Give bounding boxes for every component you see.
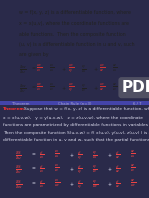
Text: $\frac{\partial z}{\partial u}$: $\frac{\partial z}{\partial u}$ <box>112 63 118 74</box>
Text: $\frac{\partial S}{\partial u}$: $\frac{\partial S}{\partial u}$ <box>15 149 22 162</box>
Text: $\frac{\partial z}{\partial v}$: $\frac{\partial z}{\partial v}$ <box>130 163 135 174</box>
Text: $\frac{\partial x}{\partial v}$: $\frac{\partial x}{\partial v}$ <box>49 82 55 93</box>
Text: $\frac{\partial S}{\partial v}$: $\frac{\partial S}{\partial v}$ <box>15 163 22 176</box>
Text: differentiable function in u, v and w, such that the partial functions are given: differentiable function in u, v and w, s… <box>3 138 149 142</box>
Text: $+$: $+$ <box>61 84 67 92</box>
Text: $\frac{\partial w}{\partial x}$: $\frac{\partial w}{\partial x}$ <box>36 63 43 74</box>
Text: $\frac{\partial w}{\partial z}$: $\frac{\partial w}{\partial z}$ <box>99 82 106 93</box>
Text: $\frac{\partial f}{\partial y}$: $\frac{\partial f}{\partial y}$ <box>77 163 83 176</box>
Text: $\frac{\partial f}{\partial z}$: $\frac{\partial f}{\partial z}$ <box>115 178 120 190</box>
Text: $\frac{\partial f}{\partial z}$: $\frac{\partial f}{\partial z}$ <box>115 149 120 161</box>
Text: $\frac{\partial w}{\partial y}$: $\frac{\partial w}{\partial y}$ <box>68 82 74 94</box>
Text: Theorem.: Theorem. <box>3 108 27 111</box>
Text: $\frac{\partial w}{\partial z}$: $\frac{\partial w}{\partial z}$ <box>99 63 106 74</box>
Text: are given by: are given by <box>19 51 49 57</box>
Text: $=$: $=$ <box>31 65 38 70</box>
Text: functions are parametrized by differentiable functions in variables u, v and w.: functions are parametrized by differenti… <box>3 123 149 127</box>
Text: x = x(u,v,w),   y = y(u,v,w),   z = z(u,v,w), where the coordinate: x = x(u,v,w), y = y(u,v,w), z = z(u,v,w)… <box>3 116 143 120</box>
Text: $\frac{\partial y}{\partial v}$: $\frac{\partial y}{\partial v}$ <box>81 82 87 94</box>
Text: $+$: $+$ <box>69 180 74 188</box>
Text: $+$: $+$ <box>93 84 98 92</box>
Text: $\frac{\partial f}{\partial x}$: $\frac{\partial f}{\partial x}$ <box>39 163 44 175</box>
Text: able functions.  Then the composite function: able functions. Then the composite funct… <box>19 32 126 37</box>
Text: $+$: $+$ <box>93 65 98 73</box>
Text: $+$: $+$ <box>107 180 113 188</box>
Text: $\frac{\partial z}{\partial v}$: $\frac{\partial z}{\partial v}$ <box>112 82 118 93</box>
Text: $\frac{\partial x}{\partial u}$: $\frac{\partial x}{\partial u}$ <box>49 63 55 74</box>
Text: $\frac{\partial w}{\partial x}$: $\frac{\partial w}{\partial x}$ <box>36 82 43 93</box>
Text: $=$: $=$ <box>31 84 38 89</box>
Text: $=$: $=$ <box>31 151 38 156</box>
Text: $\frac{\partial w}{\partial y}$: $\frac{\partial w}{\partial y}$ <box>68 63 74 75</box>
Text: $\frac{\partial y}{\partial u}$: $\frac{\partial y}{\partial u}$ <box>81 63 87 75</box>
Text: $+$: $+$ <box>107 151 113 159</box>
Text: Chain Rule (n=3): Chain Rule (n=3) <box>58 102 91 106</box>
Text: PDF: PDF <box>121 80 149 95</box>
Text: $\frac{\partial w}{\partial u}$: $\frac{\partial w}{\partial u}$ <box>19 63 27 76</box>
Text: Suppose that w = f(x, y, z) is a differentiable function, where: Suppose that w = f(x, y, z) is a differe… <box>24 108 149 111</box>
Text: $\frac{\partial f}{\partial z}$: $\frac{\partial f}{\partial z}$ <box>115 163 120 175</box>
Text: Theorem: Theorem <box>12 102 29 106</box>
Text: $\frac{\partial f}{\partial x}$: $\frac{\partial f}{\partial x}$ <box>39 149 44 161</box>
Text: $+$: $+$ <box>69 165 74 173</box>
Bar <box>0 101 149 105</box>
Text: $\frac{\partial f}{\partial y}$: $\frac{\partial f}{\partial y}$ <box>77 178 83 191</box>
Text: $\frac{\partial x}{\partial u}$: $\frac{\partial x}{\partial u}$ <box>54 149 59 160</box>
Text: x = x(u,v), where the coordinate functions are: x = x(u,v), where the coordinate functio… <box>19 21 129 26</box>
Text: 6 / 7: 6 / 7 <box>133 102 142 106</box>
Text: $\frac{\partial x}{\partial w}$: $\frac{\partial x}{\partial w}$ <box>54 178 60 189</box>
Text: $\frac{\partial y}{\partial v}$: $\frac{\partial y}{\partial v}$ <box>92 163 98 175</box>
Text: $\frac{\partial x}{\partial v}$: $\frac{\partial x}{\partial v}$ <box>54 163 59 174</box>
Text: $\frac{\partial f}{\partial x}$: $\frac{\partial f}{\partial x}$ <box>39 178 44 190</box>
Text: $=$: $=$ <box>31 180 38 185</box>
Text: $+$: $+$ <box>69 151 74 159</box>
Text: $\frac{\partial z}{\partial u}$: $\frac{\partial z}{\partial u}$ <box>130 149 135 160</box>
Text: $\frac{\partial f}{\partial y}$: $\frac{\partial f}{\partial y}$ <box>77 149 83 162</box>
Text: $\frac{\partial S}{\partial w}$: $\frac{\partial S}{\partial w}$ <box>15 178 22 191</box>
Text: $+$: $+$ <box>107 165 113 173</box>
Text: (u, v) is a differentiable function in u and v, such: (u, v) is a differentiable function in u… <box>19 42 135 47</box>
Text: $\frac{\partial y}{\partial u}$: $\frac{\partial y}{\partial u}$ <box>92 149 98 161</box>
Text: $\frac{\partial z}{\partial w}$: $\frac{\partial z}{\partial w}$ <box>130 178 136 189</box>
Text: $+$: $+$ <box>61 65 67 73</box>
Text: $\frac{\partial y}{\partial w}$: $\frac{\partial y}{\partial w}$ <box>92 178 99 190</box>
Text: $=$: $=$ <box>31 165 38 170</box>
Text: $\frac{\partial w}{\partial v}$: $\frac{\partial w}{\partial v}$ <box>19 82 27 95</box>
Text: w = f(x, y, z) is a differentiable function, where: w = f(x, y, z) is a differentiable funct… <box>19 10 131 15</box>
Text: Then the composite function S(u,v,w) = f( x(u,v), y(u,v), z(u,v) ) is a: Then the composite function S(u,v,w) = f… <box>3 131 149 135</box>
